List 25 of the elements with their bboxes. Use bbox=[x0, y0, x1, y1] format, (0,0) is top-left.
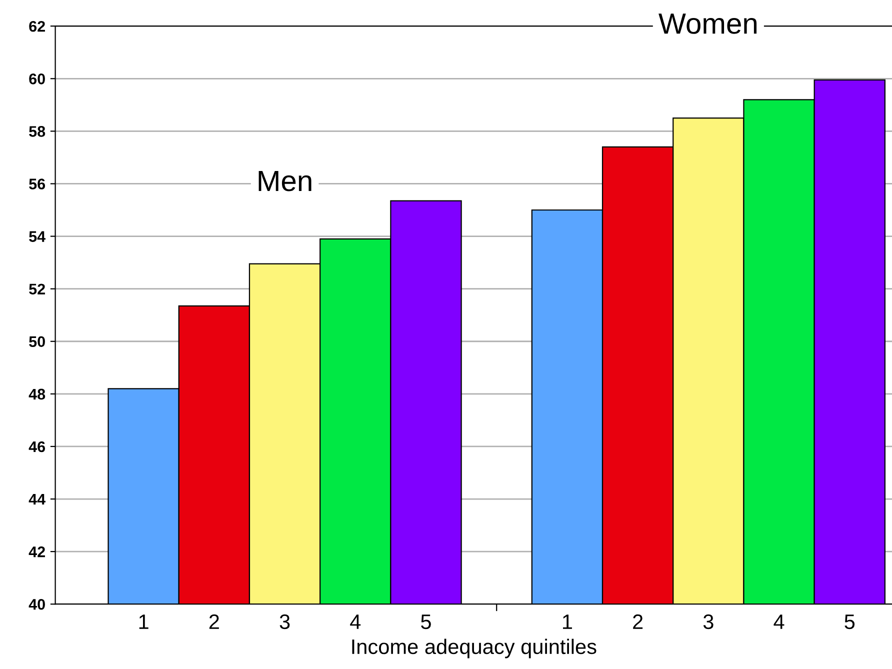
annotation: Women bbox=[658, 14, 757, 34]
x-tick-label: 4 bbox=[350, 614, 361, 629]
y-tick-label: 48 bbox=[28, 388, 46, 400]
y-tick-label: 56 bbox=[29, 178, 46, 190]
x-axis-title: Income adequacy quintiles bbox=[352, 638, 596, 658]
y-tick-label: 52 bbox=[29, 284, 45, 295]
x-tick-label: 3 bbox=[703, 614, 714, 630]
y-tick-label: 50 bbox=[29, 336, 45, 348]
y-tick-label: 44 bbox=[28, 494, 46, 505]
x-tick-label: 1 bbox=[139, 614, 148, 629]
y-tick-label: 60 bbox=[29, 74, 45, 84]
y-tick-label: 58 bbox=[29, 126, 46, 137]
x-tick-label: 4 bbox=[774, 614, 784, 629]
x-tick-label: 5 bbox=[421, 614, 431, 630]
x-tick-label: 2 bbox=[209, 614, 219, 629]
x-tick-label: 5 bbox=[844, 614, 855, 630]
annotation: Men bbox=[258, 170, 312, 192]
y-tick-label: 40 bbox=[28, 598, 45, 610]
y-tick-label: 54 bbox=[29, 231, 46, 242]
x-tick-label: 1 bbox=[563, 614, 572, 629]
y-tick-label: 42 bbox=[28, 546, 45, 558]
y-tick-label: 46 bbox=[28, 441, 46, 452]
x-tick-label: 3 bbox=[280, 614, 290, 630]
y-tick-label: 62 bbox=[29, 20, 45, 32]
x-tick-label: 2 bbox=[633, 614, 643, 629]
